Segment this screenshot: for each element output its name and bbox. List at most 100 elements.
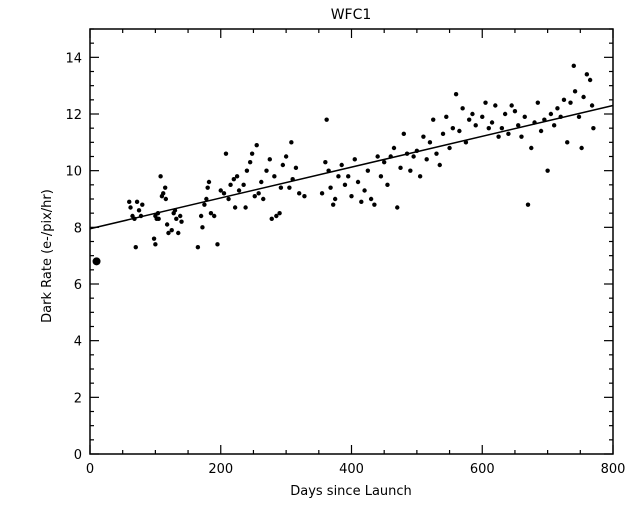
data-point [589, 103, 595, 108]
data-point [542, 117, 547, 122]
data-point [548, 111, 554, 117]
data-point [421, 134, 426, 139]
data-point [368, 196, 374, 202]
data-point [581, 94, 586, 100]
data-point [372, 202, 377, 207]
data-point [205, 185, 210, 190]
data-point [408, 168, 413, 173]
data-point [532, 120, 537, 125]
y-tick-label: 6 [74, 278, 82, 293]
data-point [352, 157, 357, 162]
data-point [174, 216, 179, 222]
data-point [163, 196, 169, 202]
data-point [512, 108, 518, 114]
data-point [221, 191, 227, 196]
data-point [404, 151, 410, 156]
data-point [579, 145, 584, 151]
data-point [179, 219, 184, 224]
data-point [555, 106, 560, 111]
data-point [261, 196, 266, 202]
data-point [365, 168, 371, 173]
data-point [215, 242, 220, 247]
data-point [133, 244, 138, 250]
data-point [355, 179, 361, 185]
data-point [349, 193, 354, 199]
y-tick-label: 8 [74, 221, 82, 236]
data-point [328, 185, 333, 190]
data-point [218, 188, 223, 193]
data-point [202, 202, 207, 207]
data-point [151, 236, 157, 241]
data-point [231, 176, 237, 182]
data-point [437, 162, 442, 168]
data-point [244, 168, 250, 173]
y-tick-label: 4 [74, 335, 82, 350]
data-point [538, 128, 544, 134]
data-point [232, 205, 238, 210]
data-point [375, 154, 380, 159]
data-point [195, 244, 201, 250]
data-point [259, 179, 264, 185]
data-point [493, 103, 498, 108]
data-point [450, 125, 456, 131]
data-point [162, 185, 168, 190]
data-point [565, 140, 570, 145]
data-point [395, 205, 400, 210]
data-point [417, 174, 423, 179]
data-point [323, 159, 328, 165]
fit-line [89, 104, 614, 230]
data-point [332, 196, 338, 202]
x-tick-label: 400 [339, 462, 364, 477]
data-point [509, 103, 514, 108]
data-point [176, 230, 181, 236]
x-axis-label: Days since Launch [290, 484, 412, 499]
data-point [457, 128, 462, 134]
x-tick-label: 0 [86, 462, 94, 477]
data-point [236, 188, 242, 193]
data-point [473, 123, 478, 128]
data-point [155, 210, 161, 216]
data-point [134, 199, 140, 205]
data-point [339, 162, 344, 168]
data-point [483, 100, 488, 105]
data-point [489, 120, 495, 125]
data-point [178, 213, 183, 219]
data-point [132, 216, 137, 222]
data-point [411, 154, 416, 159]
data-point [161, 191, 166, 196]
data-point [280, 162, 286, 168]
data-point [522, 114, 527, 120]
data-point [254, 142, 259, 148]
data-point [228, 182, 233, 188]
data-point [297, 191, 302, 196]
data-point [558, 114, 563, 120]
x-tick-label: 200 [208, 462, 233, 477]
data-point [287, 185, 292, 190]
data-point [525, 202, 531, 207]
data-point [289, 140, 294, 145]
data-point [381, 159, 387, 165]
data-point [272, 174, 277, 179]
data-point [252, 193, 257, 199]
data-point [198, 213, 204, 219]
data-point [264, 168, 269, 173]
data-point [440, 131, 446, 137]
data-point [153, 242, 158, 247]
chart-title: WFC1 [331, 7, 372, 23]
y-tick-label: 10 [65, 165, 82, 180]
data-point [158, 174, 163, 179]
data-point [319, 191, 325, 196]
data-point [164, 222, 170, 227]
y-tick-label: 12 [65, 108, 82, 123]
data-point [212, 213, 217, 219]
data-point [576, 114, 582, 120]
data-point [424, 157, 429, 162]
data-point [463, 140, 469, 145]
data-point [427, 140, 433, 145]
data-point [486, 125, 491, 131]
data-point [156, 216, 161, 222]
data-point [269, 216, 274, 222]
y-axis-label: Dark Rate (e-/pix/hr) [40, 189, 55, 323]
data-point [200, 225, 205, 230]
data-point [330, 202, 336, 207]
